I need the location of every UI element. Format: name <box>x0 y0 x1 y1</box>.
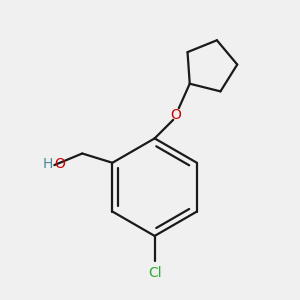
Text: O: O <box>54 157 65 171</box>
Text: Cl: Cl <box>148 266 161 280</box>
Text: O: O <box>170 108 181 122</box>
Text: H: H <box>42 157 52 171</box>
